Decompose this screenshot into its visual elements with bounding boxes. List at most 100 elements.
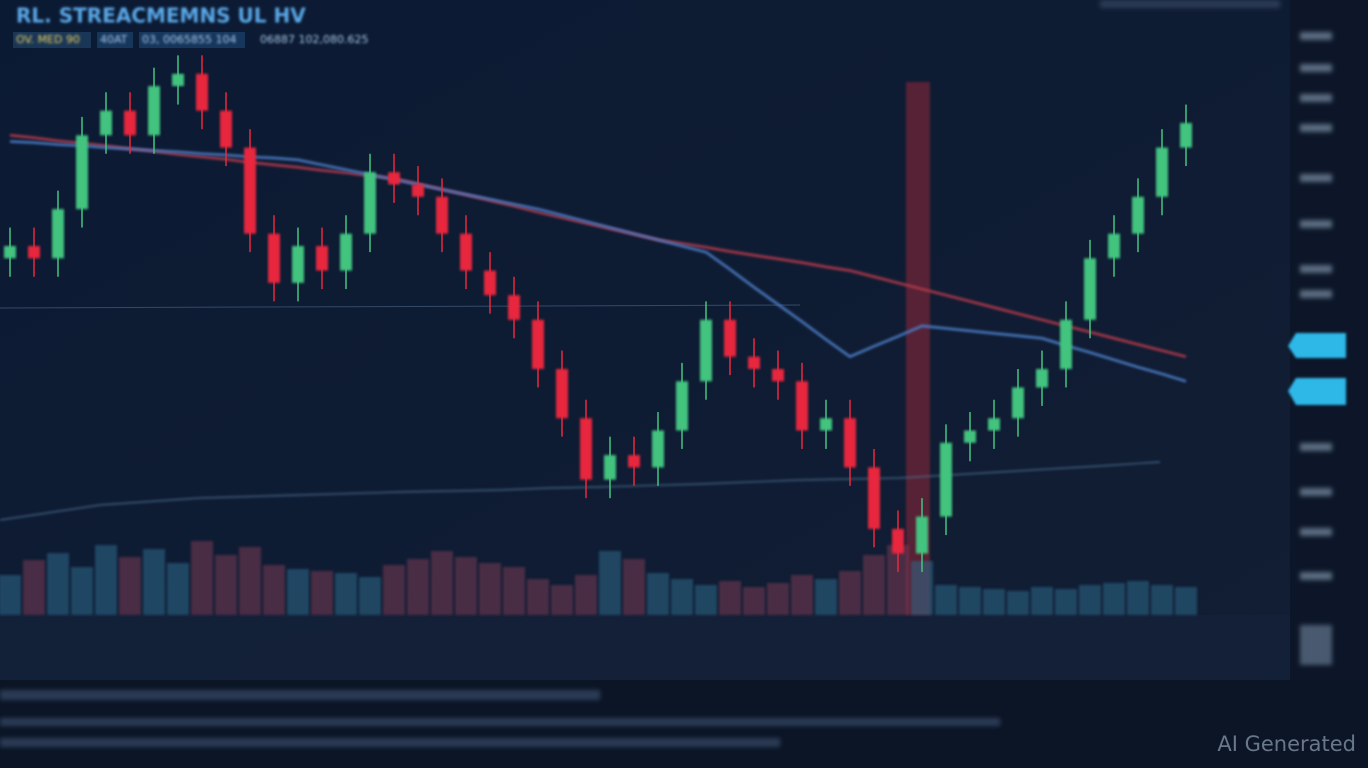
moving-average xyxy=(9,140,1187,383)
candle-body xyxy=(580,418,592,480)
volume-bar xyxy=(1151,585,1173,615)
volume-bar xyxy=(671,579,693,615)
price-tag xyxy=(1288,378,1346,405)
volume-bar xyxy=(143,549,165,615)
header-chip xyxy=(13,32,91,48)
candle-body xyxy=(1084,258,1096,320)
candle-body xyxy=(916,516,928,554)
volume-bar xyxy=(887,545,909,615)
candle-body xyxy=(604,455,616,480)
axis-labels xyxy=(0,0,1332,747)
plot xyxy=(0,55,1197,615)
candle-body xyxy=(292,246,304,283)
axis-label-blur xyxy=(1300,443,1332,451)
candle-body xyxy=(4,246,16,259)
candle-body xyxy=(412,184,424,197)
candle-body xyxy=(388,172,400,185)
volume-bar xyxy=(911,561,933,615)
candle-body xyxy=(532,319,544,369)
volume-bar xyxy=(599,551,621,615)
candle-body xyxy=(892,528,904,554)
axis-label-blur xyxy=(1300,528,1332,536)
candle-body xyxy=(316,246,328,271)
candle-body xyxy=(964,430,976,443)
candle-body xyxy=(148,86,160,136)
candle-body xyxy=(28,246,40,259)
candle-body xyxy=(748,356,760,369)
axis-label-blur xyxy=(1300,32,1332,40)
volume-bar xyxy=(455,557,477,615)
header-item: 06887 102,080.625 xyxy=(260,33,368,46)
header-item: OV. MED 90 xyxy=(16,33,80,46)
volume-bar xyxy=(383,565,405,615)
volume-bar xyxy=(47,553,69,615)
candle-body xyxy=(724,319,736,357)
watermark: AI Generated xyxy=(1217,732,1356,756)
candle-body xyxy=(244,147,256,234)
candle-body xyxy=(700,319,712,382)
axis-label-blur xyxy=(1300,265,1332,273)
candle-body xyxy=(772,369,784,382)
candle-body xyxy=(1180,123,1192,148)
axis-label-blur xyxy=(1300,94,1332,102)
volume-bar xyxy=(431,551,453,615)
candle-body xyxy=(988,418,1000,431)
candle-body xyxy=(508,295,520,320)
volume-bar xyxy=(215,555,237,615)
volume-bar xyxy=(1055,589,1077,615)
header-chip xyxy=(139,32,245,48)
level-line xyxy=(0,304,801,309)
volume-bar xyxy=(935,585,957,615)
top-text-blur xyxy=(1100,0,1280,8)
volume-bar xyxy=(0,575,21,615)
volume-bar xyxy=(167,563,189,615)
header: OV. MED 90 40AT 03, 0065855 104 06887 102,0… xyxy=(13,32,368,48)
candle-body xyxy=(1036,369,1048,388)
volume-bar xyxy=(479,563,501,615)
candle-body xyxy=(628,455,640,468)
candle-body xyxy=(820,418,832,431)
candle-body xyxy=(196,73,208,111)
volume-bar xyxy=(527,579,549,615)
volume-bar xyxy=(791,575,813,615)
header-item: 40AT xyxy=(100,33,128,46)
indicator-line xyxy=(0,461,1161,521)
volume-bar xyxy=(719,581,741,615)
volume-bar xyxy=(575,575,597,615)
header-item: 03, 0065855 104 xyxy=(142,33,236,46)
volume-bar xyxy=(839,571,861,615)
volume-bar xyxy=(287,569,309,615)
axis-label-blur xyxy=(1300,174,1332,182)
candle-body xyxy=(1108,233,1120,259)
candle-body xyxy=(460,233,472,271)
volume-bar xyxy=(407,559,429,615)
candle-body xyxy=(940,442,952,517)
volume-bar xyxy=(1079,585,1101,615)
volume-bar xyxy=(959,587,981,615)
candle-body xyxy=(124,110,136,136)
volume-bar xyxy=(1031,587,1053,615)
volume-bar xyxy=(695,585,717,615)
volume-bar xyxy=(863,555,885,615)
candle-body xyxy=(1156,147,1168,197)
candle-body xyxy=(1060,319,1072,369)
footer-text-blur xyxy=(0,690,600,700)
candle-body xyxy=(436,196,448,234)
volume-bar xyxy=(1127,581,1149,615)
volume-bar xyxy=(815,579,837,615)
candle-body xyxy=(220,110,232,148)
volume-bar xyxy=(191,541,213,615)
candle-body xyxy=(76,135,88,210)
volume-bar xyxy=(623,559,645,615)
candle-body xyxy=(484,270,496,296)
price-tag xyxy=(1288,333,1346,358)
volume-bar xyxy=(71,567,93,615)
volume-bar xyxy=(23,560,45,615)
header-chip xyxy=(97,32,133,48)
axis-label-blur xyxy=(1300,290,1332,298)
volume-bar xyxy=(263,565,285,615)
footer-text-blur xyxy=(0,738,780,747)
title: RL. STREACMEMNS UL HV xyxy=(16,4,306,28)
candle-body xyxy=(868,467,880,529)
lower-panel xyxy=(0,615,1290,680)
